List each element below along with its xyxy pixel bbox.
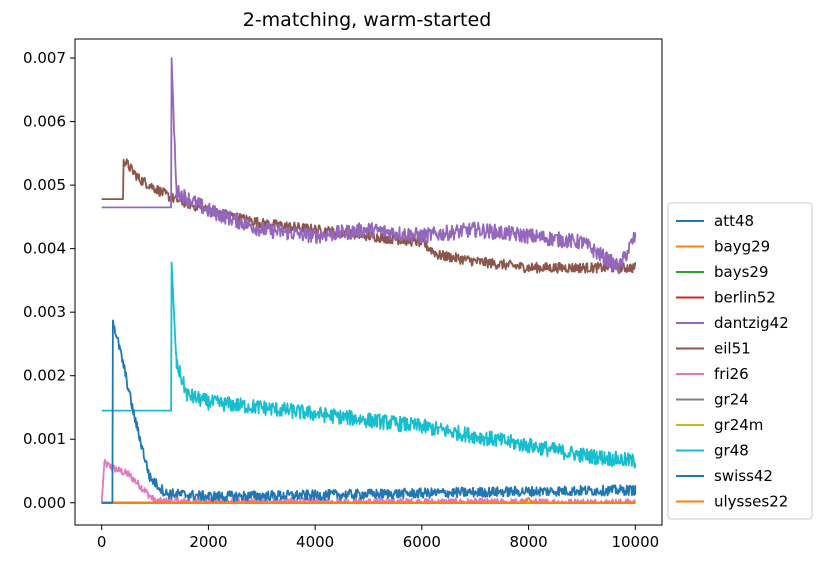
y-tick-label: 0.000	[23, 494, 66, 512]
series-line-eil51	[101, 158, 637, 274]
legend-label: att48	[714, 212, 754, 230]
legend: att48 bayg29 bays29 berlin52 dantzig42 eil51 f…	[667, 202, 813, 520]
legend-label: gr24m	[714, 416, 763, 434]
x-tick-label: 10000	[611, 533, 659, 551]
series-line-dantzig42	[101, 57, 637, 275]
x-tick-label: 2000	[189, 533, 227, 551]
y-tick-label: 0.002	[23, 367, 66, 385]
legend-label: swiss42	[714, 467, 773, 485]
series-line-ulysses22	[101, 496, 636, 504]
series-line-fri26	[100, 459, 636, 504]
legend-label: bays29	[714, 263, 769, 281]
axes-frame	[74, 38, 663, 526]
series-line-swiss42	[101, 319, 637, 504]
axis-ticks: 0 2000 4000 6000 8000 10000 0.000 0.001 0.002 0.0…	[23, 49, 659, 551]
legend-box	[667, 202, 813, 520]
legend-label: berlin52	[714, 289, 776, 307]
legend-label: eil51	[714, 340, 751, 358]
x-tick-label: 8000	[509, 533, 547, 551]
x-tick-label: 4000	[296, 533, 334, 551]
legend-label: gr48	[714, 442, 749, 460]
x-tick-label: 0	[97, 533, 107, 551]
legend-label: ulysses22	[714, 493, 788, 511]
legend-label: dantzig42	[714, 314, 789, 332]
legend-label: gr24	[714, 391, 749, 409]
y-tick-label: 0.004	[23, 240, 66, 258]
y-tick-label: 0.007	[23, 49, 66, 67]
chart-title: 2-matching, warm-started	[243, 9, 492, 31]
y-tick-label: 0.005	[23, 176, 66, 194]
y-tick-label: 0.001	[23, 430, 66, 448]
y-tick-label: 0.006	[23, 113, 66, 131]
x-tick-label: 6000	[403, 533, 441, 551]
series-line-gr48	[101, 261, 637, 469]
y-tick-label: 0.003	[23, 303, 66, 321]
series-layer	[100, 57, 637, 504]
legend-label: fri26	[714, 365, 749, 383]
legend-label: bayg29	[714, 238, 770, 256]
